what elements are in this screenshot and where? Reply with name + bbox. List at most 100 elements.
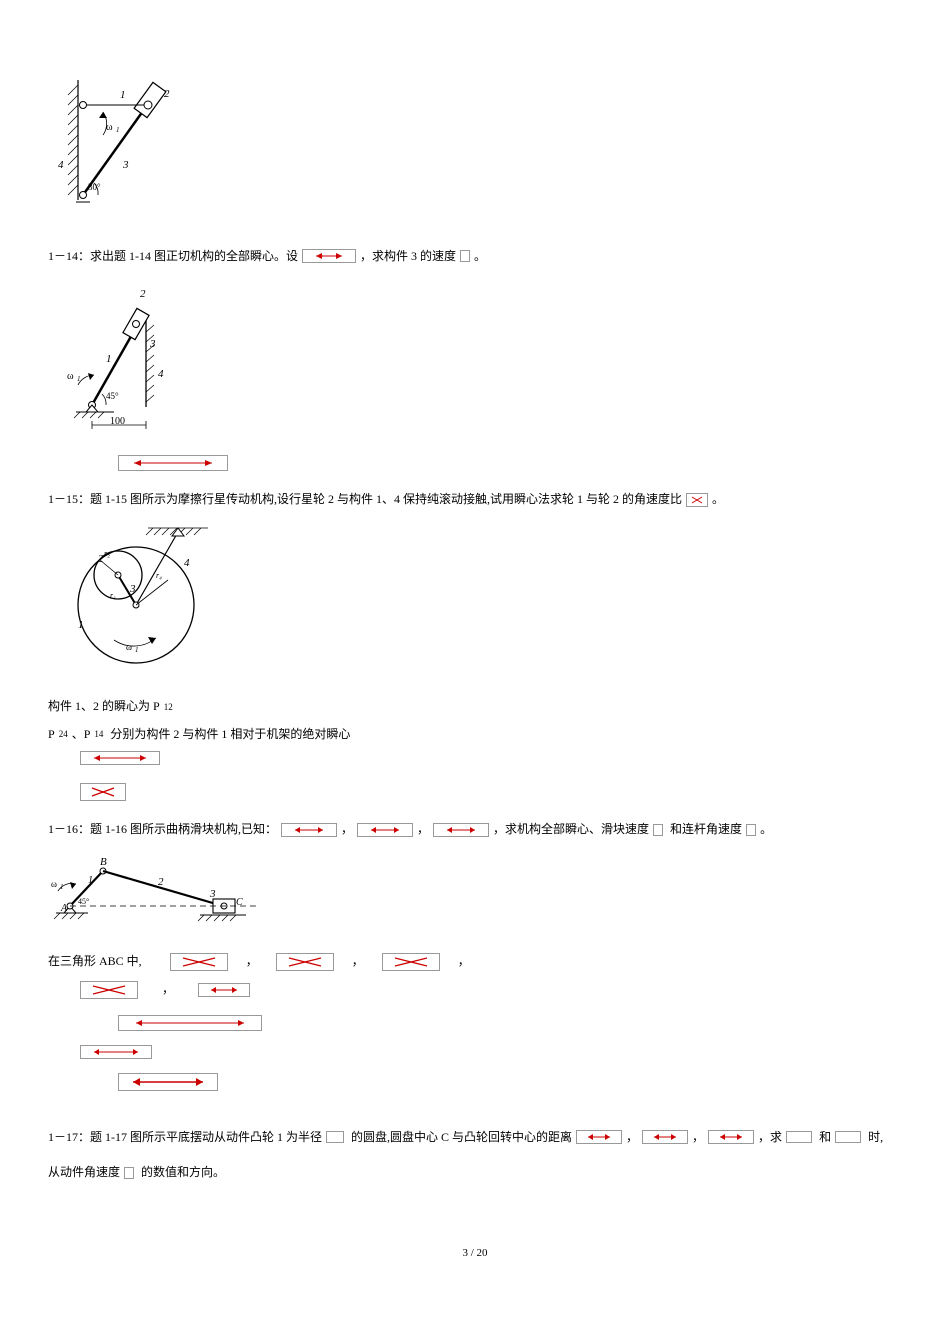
placeholder-icon <box>80 783 126 801</box>
placeholder-icon <box>198 983 250 997</box>
p24-s1: 24 <box>59 726 68 742</box>
q14-text-c: 。 <box>474 246 486 268</box>
svg-text:2: 2 <box>164 88 170 100</box>
q17-b: 的圆盘,圆盘中心 C 与凸轮回转中心的距离 <box>348 1127 572 1149</box>
placeholder-icon <box>80 1045 152 1059</box>
placeholder-icon <box>118 1073 218 1091</box>
placeholder-icon <box>326 1131 344 1143</box>
placeholder-icon <box>708 1130 754 1144</box>
svg-text:2: 2 <box>158 876 164 888</box>
p24-s2: 14 <box>94 726 103 742</box>
q17-d: 和 <box>816 1127 831 1149</box>
svg-text:r₄: r₄ <box>156 571 162 580</box>
svg-text:4: 4 <box>184 557 190 569</box>
q14-text-b: ，求构件 3 的速度 <box>360 246 456 268</box>
question-1-17-line2: 从动件角速度 的数值和方向。 <box>48 1162 902 1184</box>
sep: ， <box>142 979 194 1001</box>
p24-b: 、P <box>72 724 91 746</box>
placeholder-icon <box>118 1015 262 1031</box>
placeholder-icon <box>576 1130 622 1144</box>
q15-text: 1－15：题 1-15 图所示为摩擦行星传动机构,设行星轮 2 与构件 1、4 … <box>48 489 682 511</box>
question-1-14: 1－14：求出题 1-14 图正切机构的全部瞬心。设 ，求构件 3 的速度 。 <box>48 246 902 268</box>
q17-a: 1－17：题 1-17 图所示平底摆动从动件凸轮 1 为半径 <box>48 1127 322 1149</box>
text-p24: P24、P14 分别为构件 2 与构件 1 相对于机架的绝对瞬心 <box>48 724 902 746</box>
placeholder-icon <box>357 823 413 837</box>
placeholder-icon <box>433 823 489 837</box>
svg-text:45°: 45° <box>106 391 119 401</box>
placeholder-icon <box>835 1131 861 1143</box>
sep: ， <box>444 951 484 973</box>
svg-text:A: A <box>60 903 68 914</box>
figure-1-16: A B C 1 2 3 ω 1 45° <box>48 851 902 934</box>
q17-e: 时, <box>865 1127 883 1149</box>
placeholder-row <box>48 783 902 801</box>
placeholder-icon <box>80 981 138 999</box>
sep: ， <box>341 819 353 841</box>
small-icon <box>653 824 663 836</box>
p24-c: 分别为构件 2 与构件 1 相对于机架的绝对瞬心 <box>107 724 350 746</box>
small-icon <box>460 250 470 262</box>
q17-g: 的数值和方向。 <box>138 1162 225 1184</box>
question-1-15: 1－15：题 1-15 图所示为摩擦行星传动机构,设行星轮 2 与构件 1、4 … <box>48 489 902 511</box>
placeholder-row <box>48 455 902 471</box>
tri-a: 在三角形 ABC 中, <box>48 951 142 973</box>
question-1-16: 1－16：题 1-16 图所示曲柄滑块机构,已知： ， ， ，求机构全部瞬心、滑… <box>48 819 902 841</box>
triangle-line: 在三角形 ABC 中, ， ， ， <box>48 951 902 973</box>
small-icon <box>124 1167 134 1179</box>
page-footer: 3 / 20 <box>48 1244 902 1264</box>
svg-text:1: 1 <box>106 353 112 365</box>
q15-end: 。 <box>712 489 724 511</box>
placeholder-icon <box>382 953 440 971</box>
placeholder-icon <box>642 1130 688 1144</box>
placeholder-row <box>48 1015 902 1031</box>
svg-text:ω: ω <box>106 122 113 133</box>
q17-f: 从动件角速度 <box>48 1162 120 1184</box>
q16-b: ，求机构全部瞬心、滑块速度 <box>493 819 649 841</box>
placeholder-row <box>48 1073 902 1091</box>
svg-text:2: 2 <box>140 288 146 300</box>
figure-1-13: 1 2 3 4 ω 1 30° <box>48 50 902 228</box>
svg-text:4: 4 <box>158 368 164 380</box>
svg-text:ω: ω <box>67 371 74 382</box>
svg-text:B: B <box>100 856 107 868</box>
p12-text: 构件 1、2 的瞬心为 P <box>48 696 160 718</box>
svg-text:45°: 45° <box>78 897 89 906</box>
q14-text-a: 1－14：求出题 1-14 图正切机构的全部瞬心。设 <box>48 246 298 268</box>
placeholder-icon <box>276 953 334 971</box>
placeholder-row <box>48 1045 902 1059</box>
q17-c: ，求 <box>758 1127 782 1149</box>
svg-text:1: 1 <box>88 875 93 886</box>
placeholder-icon <box>302 249 356 263</box>
svg-text:4: 4 <box>58 159 64 171</box>
placeholder-row <box>48 751 902 765</box>
figure-1-15: 2 1 3 4 r₂ r₁ r₄ ω 1 <box>48 520 902 678</box>
svg-text:1: 1 <box>135 646 139 654</box>
placeholder-icon <box>170 953 228 971</box>
svg-text:1: 1 <box>78 619 84 631</box>
placeholder-icon <box>118 455 228 471</box>
svg-text:1: 1 <box>60 883 64 891</box>
q16-d: 。 <box>760 819 772 841</box>
sep: ， <box>417 819 429 841</box>
q16-c: 和连杆角速度 <box>667 819 742 841</box>
svg-text:3: 3 <box>129 583 136 595</box>
svg-text:1: 1 <box>120 89 126 101</box>
sep: ， <box>626 1127 638 1149</box>
sep: ， <box>338 951 378 973</box>
svg-text:1: 1 <box>77 375 81 383</box>
figure-1-14: 2 1 3 4 ω 1 45° 100 <box>48 277 902 437</box>
svg-text:ω: ω <box>126 642 132 652</box>
svg-text:30°: 30° <box>88 182 101 192</box>
svg-text:3: 3 <box>122 159 129 171</box>
svg-text:3: 3 <box>149 338 156 350</box>
svg-text:C: C <box>236 897 243 908</box>
svg-text:3: 3 <box>209 888 216 900</box>
p12-sub: 12 <box>164 699 173 715</box>
svg-text:r₂: r₂ <box>104 549 110 558</box>
sep: ， <box>692 1127 704 1149</box>
q16-a: 1－16：题 1-16 图所示曲柄滑块机构,已知： <box>48 819 277 841</box>
sep: ， <box>232 951 272 973</box>
text-p12: 构件 1、2 的瞬心为 P12 <box>48 696 902 718</box>
svg-text:r₁: r₁ <box>110 591 116 600</box>
placeholder-row: ， <box>48 979 902 1001</box>
